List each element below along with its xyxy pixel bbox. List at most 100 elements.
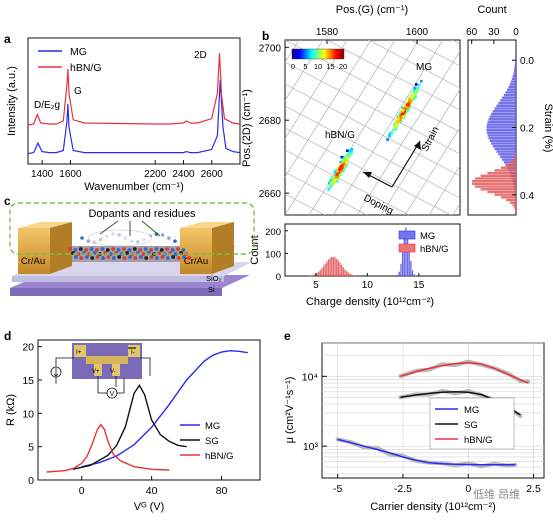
x-tick-label: -2.5 <box>394 483 412 495</box>
legend-label-hbn: hBN/G <box>420 244 449 255</box>
molecule-atom <box>132 247 137 251</box>
strain-line <box>404 126 460 215</box>
strain-bar-hbn-g <box>510 161 516 164</box>
molecule-atom <box>90 256 95 260</box>
y-tick-label: 20 <box>22 342 34 354</box>
y-tick-label: 2660 <box>259 189 282 200</box>
scatter-point <box>396 121 400 124</box>
x-tick-label: 2200 <box>144 169 167 180</box>
scatter-point <box>398 114 402 118</box>
doping-arrow <box>362 171 393 188</box>
density-legend: MG hBN/G <box>398 230 449 255</box>
scatter-point <box>401 110 404 114</box>
strain-line <box>356 50 460 215</box>
strain-bar-mg <box>514 64 516 67</box>
scatter-point <box>388 134 392 138</box>
x-tick-label: 0 <box>513 27 519 38</box>
molecule-atom <box>133 256 138 260</box>
strain-bar-hbn-g <box>506 198 516 202</box>
panel-letter-e: e <box>284 329 291 343</box>
density-histogram-ticks: 5 10 15 0 100 200 <box>265 227 425 291</box>
strain-bar-mg <box>488 118 516 121</box>
molecule-atom <box>106 255 111 259</box>
x-axis-label: Vᴳ (V) <box>134 501 165 513</box>
molecule-atom <box>79 256 84 260</box>
scatter-point <box>414 83 418 86</box>
legend-label-hbn: hBN/G <box>70 62 102 74</box>
strain-bar-hbn-g <box>506 163 516 167</box>
strain-bar-mg <box>486 128 516 132</box>
density-bar-mg <box>401 250 404 276</box>
density-bar-hbn-g <box>350 274 353 276</box>
device-inset: V I+ V+ V- I- <box>50 343 151 399</box>
strain-hist-y-label: Strain (%) <box>542 104 553 153</box>
scatter-point <box>406 109 409 112</box>
molecule-atom <box>157 251 162 255</box>
svg-text:V: V <box>110 391 115 398</box>
molecule-atom <box>165 256 170 260</box>
density-bar-hbn-g <box>321 268 323 276</box>
x-axis-label: Wavenumber (cm⁻¹) <box>84 181 184 193</box>
legend-label-mg: MG <box>70 46 87 58</box>
x-tick-label: 5 <box>313 280 319 291</box>
scatter-point <box>396 115 400 118</box>
x-tick-label: 1400 <box>31 169 54 180</box>
axis-ticks: -5 -2.5 0 2.5 10³ 10⁴ <box>302 371 541 495</box>
molecule-atom <box>111 247 116 251</box>
scatter-point <box>409 99 413 103</box>
y-axis-label: R (kΩ) <box>5 394 17 426</box>
scatter-point <box>336 173 339 177</box>
strain-bar-mg <box>509 83 516 86</box>
scatter-point <box>386 138 389 141</box>
cluster-label-hbn: hBN/G <box>325 130 355 141</box>
scatter-point <box>338 172 342 176</box>
strain-bar-mg <box>507 88 516 91</box>
molecule-atom <box>187 256 192 260</box>
doping-line <box>285 171 368 215</box>
molecule-atom <box>160 255 165 259</box>
strain-bar-mg <box>505 91 516 94</box>
scatter-point <box>396 119 400 123</box>
sio2-label: SiO₂ <box>206 274 222 283</box>
density-bar-hbn-g <box>331 256 333 276</box>
series-group <box>46 349 248 473</box>
scatter-point <box>399 120 402 124</box>
y-tick-label: 0.2 <box>520 124 534 135</box>
strain-bar-hbn-g <box>475 177 516 180</box>
scatter-point <box>341 160 345 164</box>
scatter-point <box>346 158 349 161</box>
legend-swatch-mg <box>398 230 416 240</box>
density-bar-hbn-g <box>329 257 331 276</box>
x-tick-label: -5 <box>333 483 342 495</box>
density-bar-hbn-g <box>316 273 318 276</box>
strain-bar-mg <box>514 66 516 70</box>
strain-line <box>428 165 460 215</box>
molecule-atom <box>143 247 148 251</box>
scatter-point <box>334 175 337 179</box>
strain-bar-mg <box>487 120 516 124</box>
series-line-mg <box>81 349 248 468</box>
scatter-point <box>339 169 343 173</box>
scatter-point <box>399 119 403 122</box>
strain-bar-mg <box>511 77 516 81</box>
inset-channel <box>86 356 128 364</box>
doping-line <box>285 83 460 177</box>
density-bar-hbn-g <box>345 271 348 276</box>
scatter-point <box>407 103 410 107</box>
x-axis-label: Carrier density (10¹²cm⁻²) <box>370 501 496 513</box>
doping-line <box>285 216 460 308</box>
legend: MG SG hBN/G <box>429 397 515 450</box>
doping-label: Doping <box>362 193 395 217</box>
scatter-point <box>340 155 344 159</box>
scatter-point <box>342 164 346 168</box>
density-bar-mg <box>403 235 405 276</box>
density-bar-hbn-g <box>336 258 338 276</box>
terminal-i-plus: I+ <box>76 349 82 356</box>
top-tick-label: 1580 <box>316 27 339 38</box>
molecule-atom <box>128 255 132 259</box>
right-contact <box>180 222 234 274</box>
series-line-hbn-g <box>46 423 170 473</box>
cluster-mg-points <box>386 79 423 141</box>
